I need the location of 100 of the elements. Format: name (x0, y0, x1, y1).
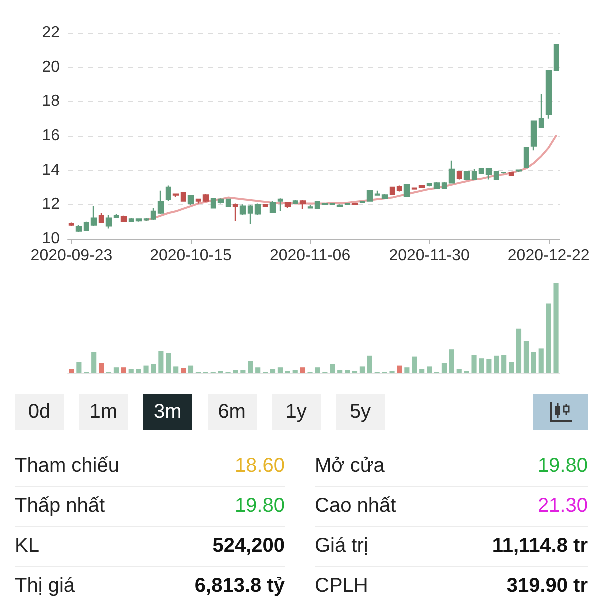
candlestick (254, 203, 262, 216)
candlestick (240, 204, 246, 216)
candlestick (262, 204, 268, 208)
bar (233, 370, 238, 373)
candlestick (374, 190, 380, 196)
bar (136, 369, 142, 373)
bar (360, 366, 365, 373)
bar (76, 362, 82, 373)
candlestick (68, 222, 74, 227)
candlestick (382, 194, 388, 200)
y-tick-label: 12 (42, 196, 60, 214)
bar (158, 351, 164, 373)
period-button: 0d (15, 394, 64, 430)
candlestick (500, 171, 508, 174)
bar (99, 363, 104, 373)
bar (404, 368, 410, 373)
bar (144, 366, 149, 373)
line-series (145, 135, 558, 222)
candlestick (98, 212, 104, 224)
period-button: 3m (143, 394, 192, 430)
x-tick-label: 2020-11-30 (389, 248, 470, 264)
candlestick (278, 198, 284, 212)
candlestick (300, 200, 306, 210)
bar (278, 368, 283, 373)
candlestick (352, 203, 358, 206)
bar (494, 356, 500, 373)
text: Thị giá (15, 574, 76, 598)
candlestick (478, 168, 484, 174)
bar (502, 355, 507, 373)
bar (412, 356, 418, 373)
candlestick (366, 189, 374, 202)
bar (256, 368, 261, 373)
bar (181, 368, 186, 373)
bar (69, 369, 74, 373)
bar (92, 352, 97, 373)
candlestick (426, 182, 432, 188)
candlestick (448, 160, 456, 184)
bar (121, 368, 126, 373)
candlestick (322, 203, 328, 206)
candlestick (90, 206, 98, 227)
text: 11,114.8 tr (492, 534, 588, 558)
candlestick (344, 202, 350, 206)
bar (486, 360, 492, 373)
x-tick-label: 2020-11-06 (270, 248, 351, 264)
candlestick (150, 208, 156, 221)
candlestick (508, 172, 514, 177)
candlestick (530, 120, 538, 152)
y-tick-label: 14 (42, 162, 60, 179)
candlestick (270, 200, 276, 214)
text: 19.80 (234, 494, 285, 518)
candlestick (524, 147, 530, 168)
candlestick (196, 198, 202, 204)
text: 19.80 (538, 454, 588, 478)
text: Cao nhất (315, 494, 396, 518)
candlestick (336, 204, 344, 207)
bar (509, 362, 514, 373)
text: Tham chiếu (15, 454, 120, 478)
bar (330, 364, 336, 373)
bar (292, 370, 298, 373)
x-tick-label: 2020-12-22 (508, 248, 590, 264)
candlestick (76, 224, 82, 233)
text: 524,200 (212, 534, 285, 558)
candlestick (456, 171, 462, 180)
candlestick (144, 218, 150, 222)
period-button: 5y (336, 394, 385, 430)
bar (315, 368, 320, 373)
candlestick (210, 198, 216, 209)
bar (538, 348, 544, 373)
candlestick (166, 185, 172, 202)
bar (420, 369, 425, 373)
candlestick (308, 204, 314, 209)
bar (427, 366, 432, 373)
text: 6,813.8 tỷ (194, 574, 285, 598)
candlestick (284, 202, 292, 209)
candlestick (136, 218, 142, 222)
period-button: 1m (79, 394, 128, 430)
candlestick (404, 183, 410, 198)
candlestick (188, 194, 194, 206)
candlestick (486, 168, 492, 180)
candlestick (360, 200, 366, 204)
bar (472, 355, 477, 373)
bar (531, 352, 536, 373)
bar (554, 283, 559, 373)
text: KL (15, 534, 40, 558)
candlestick (180, 192, 186, 202)
candlestick (226, 198, 232, 207)
bar (367, 356, 372, 373)
bar (166, 353, 172, 373)
bar (442, 363, 447, 373)
bar (456, 369, 462, 373)
y-tick-label: 22 (42, 24, 60, 42)
bar (128, 369, 134, 373)
bar (524, 342, 529, 373)
bar (338, 370, 343, 373)
text: 319.90 tr (506, 574, 588, 598)
period-button: 6m (208, 394, 257, 430)
candlestick (390, 186, 396, 196)
candlestick (330, 203, 336, 206)
candlestick (538, 93, 544, 128)
bar (188, 366, 194, 373)
